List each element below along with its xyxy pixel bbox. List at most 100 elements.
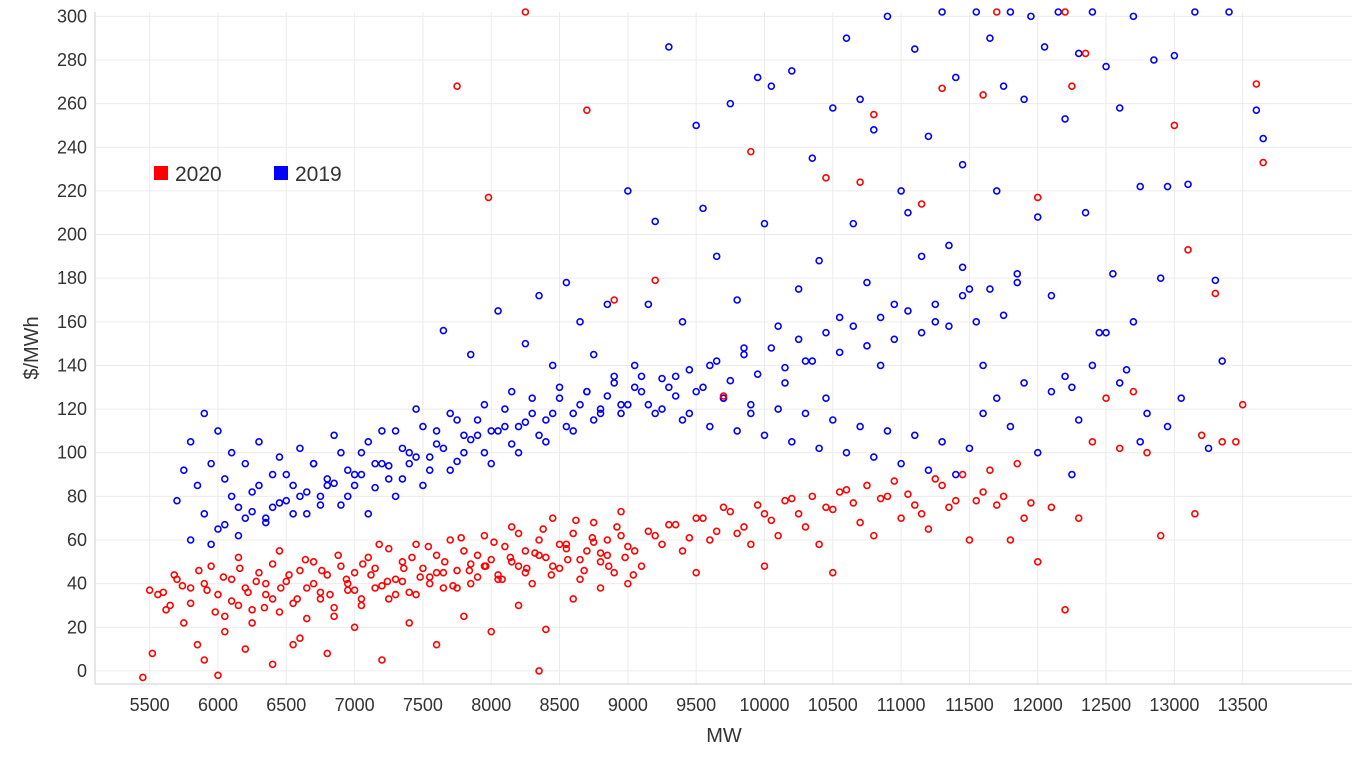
y-tick-label: 180 bbox=[57, 268, 87, 288]
data-point-2019 bbox=[630, 361, 639, 370]
data-point-2019 bbox=[1074, 49, 1083, 58]
data-point-2020 bbox=[302, 614, 311, 623]
data-point-2020 bbox=[1197, 431, 1206, 440]
data-point-2020 bbox=[576, 575, 584, 584]
data-point-2020 bbox=[610, 568, 618, 577]
data-point-2020 bbox=[613, 523, 621, 531]
data-point-2020 bbox=[378, 582, 386, 590]
data-point-2020 bbox=[405, 619, 414, 627]
data-point-2019 bbox=[289, 481, 297, 490]
data-point-2020 bbox=[261, 579, 270, 588]
data-point-2020 bbox=[542, 553, 550, 562]
data-point-2020 bbox=[252, 577, 261, 586]
data-point-2019 bbox=[999, 311, 1008, 320]
data-point-2020 bbox=[227, 597, 236, 605]
data-point-2019 bbox=[753, 73, 762, 82]
data-point-2019 bbox=[207, 540, 215, 549]
data-point-2020 bbox=[1259, 158, 1267, 167]
data-point-2020 bbox=[494, 571, 502, 579]
y-tick-label: 280 bbox=[57, 50, 87, 70]
data-point-2020 bbox=[318, 566, 326, 575]
x-tick-label: 11500 bbox=[945, 695, 994, 715]
data-point-2020 bbox=[583, 106, 591, 114]
data-point-2019 bbox=[617, 409, 625, 418]
data-point-2020 bbox=[1013, 459, 1022, 468]
data-point-2020 bbox=[1129, 387, 1138, 396]
data-point-2020 bbox=[719, 392, 728, 400]
data-point-2019 bbox=[1006, 422, 1015, 431]
data-point-2019 bbox=[507, 387, 516, 396]
data-point-2020 bbox=[910, 501, 919, 509]
data-point-2020 bbox=[211, 608, 220, 616]
data-point-2020 bbox=[186, 599, 195, 608]
data-point-2019 bbox=[207, 459, 215, 468]
series-2019 bbox=[173, 8, 1267, 549]
data-point-2019 bbox=[904, 307, 912, 315]
data-point-2019 bbox=[863, 278, 871, 287]
data-point-2020 bbox=[760, 562, 769, 570]
data-point-2020 bbox=[383, 577, 392, 586]
data-point-2019 bbox=[883, 12, 892, 21]
data-point-2019 bbox=[610, 372, 618, 381]
data-point-2020 bbox=[316, 595, 325, 603]
data-point-2020 bbox=[801, 523, 810, 531]
data-point-2019 bbox=[965, 444, 974, 453]
data-point-2020 bbox=[917, 510, 926, 518]
data-point-2020 bbox=[569, 529, 578, 538]
data-point-2020 bbox=[236, 564, 244, 573]
data-point-2020 bbox=[629, 571, 638, 579]
data-point-2020 bbox=[514, 601, 523, 610]
data-point-2020 bbox=[268, 560, 277, 568]
data-point-2019 bbox=[671, 372, 680, 381]
data-point-2020 bbox=[951, 496, 960, 505]
data-point-2020 bbox=[1047, 503, 1056, 512]
data-point-2019 bbox=[842, 34, 851, 42]
data-point-2019 bbox=[180, 466, 188, 474]
data-point-2020 bbox=[617, 507, 625, 516]
data-point-2020 bbox=[473, 551, 482, 560]
x-tick-label: 7000 bbox=[335, 695, 375, 715]
data-point-2020 bbox=[829, 505, 837, 514]
data-point-2019 bbox=[227, 492, 236, 501]
data-point-2019 bbox=[466, 350, 475, 359]
y-tick-label: 60 bbox=[67, 530, 87, 550]
data-point-2019 bbox=[1211, 276, 1220, 285]
data-point-2019 bbox=[296, 444, 304, 453]
data-point-2020 bbox=[521, 568, 530, 577]
data-point-2019 bbox=[364, 438, 373, 446]
data-point-2020 bbox=[494, 575, 502, 584]
data-point-2020 bbox=[794, 510, 803, 518]
y-tick-label: 80 bbox=[67, 486, 87, 506]
data-point-2020 bbox=[398, 577, 407, 586]
data-point-2019 bbox=[1033, 213, 1042, 221]
data-point-2019 bbox=[1150, 56, 1158, 64]
data-point-2019 bbox=[1170, 51, 1179, 60]
data-point-2019 bbox=[829, 104, 837, 112]
data-point-2019 bbox=[275, 453, 284, 461]
data-point-2019 bbox=[965, 285, 974, 293]
data-point-2020 bbox=[466, 560, 475, 568]
data-point-2019 bbox=[726, 376, 735, 385]
data-point-2019 bbox=[460, 448, 468, 457]
data-point-2019 bbox=[248, 507, 256, 516]
data-point-2020 bbox=[453, 566, 461, 575]
x-tick-label: 8500 bbox=[540, 695, 580, 715]
x-tick-label: 13500 bbox=[1218, 695, 1268, 715]
data-point-2019 bbox=[931, 300, 940, 309]
data-point-2020 bbox=[498, 575, 506, 584]
data-point-2019 bbox=[453, 416, 461, 424]
x-tick-label: 9000 bbox=[608, 695, 648, 715]
data-point-2019 bbox=[1061, 372, 1069, 381]
data-point-2019 bbox=[569, 427, 578, 435]
y-tick-labels: 0 20 40 60 80 100 120 140 160 180 200 220 240 260 280 3… bbox=[57, 6, 87, 681]
data-point-2020 bbox=[767, 516, 776, 525]
data-point-2019 bbox=[234, 503, 243, 512]
data-point-2019 bbox=[398, 475, 407, 483]
data-point-2019 bbox=[1122, 366, 1131, 374]
data-point-2019 bbox=[494, 307, 502, 315]
axes bbox=[94, 12, 1352, 685]
data-point-2019 bbox=[200, 409, 209, 418]
data-point-2020 bbox=[979, 488, 987, 496]
data-point-2019 bbox=[1095, 328, 1104, 337]
data-point-2020 bbox=[562, 540, 571, 549]
